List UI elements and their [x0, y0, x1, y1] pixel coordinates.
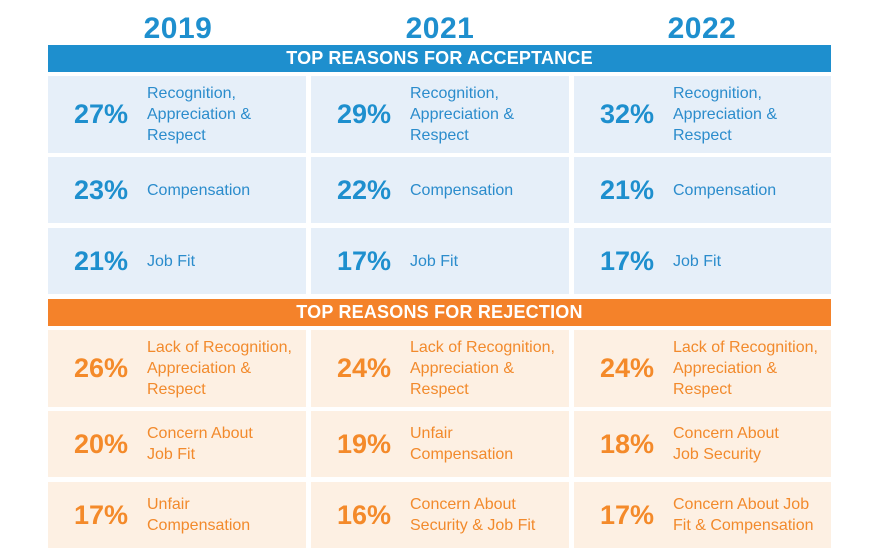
percentage-value: 17% — [336, 245, 391, 276]
acceptance-cell: 27% Recognition, Appreciation & Respect — [48, 76, 306, 153]
acceptance-cell: 23% Compensation — [48, 157, 306, 223]
rejection-cell: 24% Lack of Recognition, Appreciation & R… — [311, 330, 569, 407]
percentage-value: 18% — [599, 428, 654, 459]
percentage-value: 22% — [336, 174, 391, 205]
rejection-cell: 19% Unfair Compensation — [311, 411, 569, 477]
reason-label: Concern About Job Fit & Compensation — [673, 496, 814, 534]
acceptance-cell: 22% Compensation — [311, 157, 569, 223]
reason-label: Unfair Compensation — [410, 425, 514, 463]
percentage-value: 27% — [73, 99, 128, 129]
rejection-cell: 16% Concern About Security & Job Fit — [311, 482, 569, 548]
percentage-value: 26% — [73, 353, 128, 383]
acceptance-cell: 17% Job Fit — [311, 228, 569, 294]
percentage-value: 24% — [336, 353, 391, 383]
percentage-value: 29% — [336, 99, 391, 129]
reason-label: Job Fit — [147, 252, 196, 270]
rejection-cell: 18% Concern About Job Security — [574, 411, 831, 477]
percentage-value: 21% — [599, 174, 654, 205]
acceptance-cell: 21% Compensation — [574, 157, 831, 223]
acceptance-cell: 29% Recognition, Appreciation & Respect — [311, 76, 569, 153]
reason-label: Job Fit — [673, 252, 722, 270]
acceptance-cell: 32% Recognition, Appreciation & Respect — [574, 76, 831, 153]
rejection-cell: 24% Lack of Recognition, Appreciation & R… — [574, 330, 831, 407]
percentage-value: 24% — [599, 353, 654, 383]
percentage-value: 17% — [599, 245, 654, 276]
reason-label: Compensation — [410, 181, 514, 199]
reason-label: Recognition, Appreciation & Respect — [147, 85, 252, 144]
percentage-value: 19% — [336, 428, 391, 459]
percentage-value: 32% — [599, 99, 654, 129]
reason-label: Lack of Recognition, Appreciation & Resp… — [410, 339, 555, 398]
rejection-cell: 17% Concern About Job Fit & Compensation — [574, 482, 831, 548]
year-header-2019: 2019 — [143, 12, 213, 45]
percentage-value: 17% — [73, 499, 128, 530]
rejection-cell: 17% Unfair Compensation — [48, 482, 306, 548]
rejection-cell: 26% Lack of Recognition, Appreciation & R… — [48, 330, 306, 407]
reason-label: Concern About Security & Job Fit — [410, 496, 536, 534]
reason-label: Job Fit — [410, 252, 459, 270]
reason-label: Unfair Compensation — [147, 496, 251, 534]
reason-label: Concern About Job Fit — [147, 425, 253, 463]
reason-label: Recognition, Appreciation & Respect — [410, 85, 515, 144]
percentage-value: 23% — [73, 174, 128, 205]
reason-label: Recognition, Appreciation & Respect — [673, 85, 778, 144]
percentage-value: 21% — [73, 245, 128, 276]
reason-label: Lack of Recognition, Appreciation & Resp… — [147, 339, 292, 398]
acceptance-section-title: TOP REASONS FOR ACCEPTANCE — [48, 45, 831, 72]
acceptance-cell: 21% Job Fit — [48, 228, 306, 294]
percentage-value: 17% — [599, 499, 654, 530]
reason-label: Compensation — [673, 181, 777, 199]
reason-label: Compensation — [147, 181, 251, 199]
rejection-section-title: TOP REASONS FOR REJECTION — [48, 299, 831, 326]
year-header-2021: 2021 — [405, 12, 475, 45]
reason-label: Concern About Job Security — [673, 425, 779, 463]
reason-label: Lack of Recognition, Appreciation & Resp… — [673, 339, 818, 398]
year-header-2022: 2022 — [667, 12, 737, 45]
percentage-value: 20% — [73, 428, 128, 459]
acceptance-cell: 17% Job Fit — [574, 228, 831, 294]
percentage-value: 16% — [336, 499, 391, 530]
rejection-cell: 20% Concern About Job Fit — [48, 411, 306, 477]
